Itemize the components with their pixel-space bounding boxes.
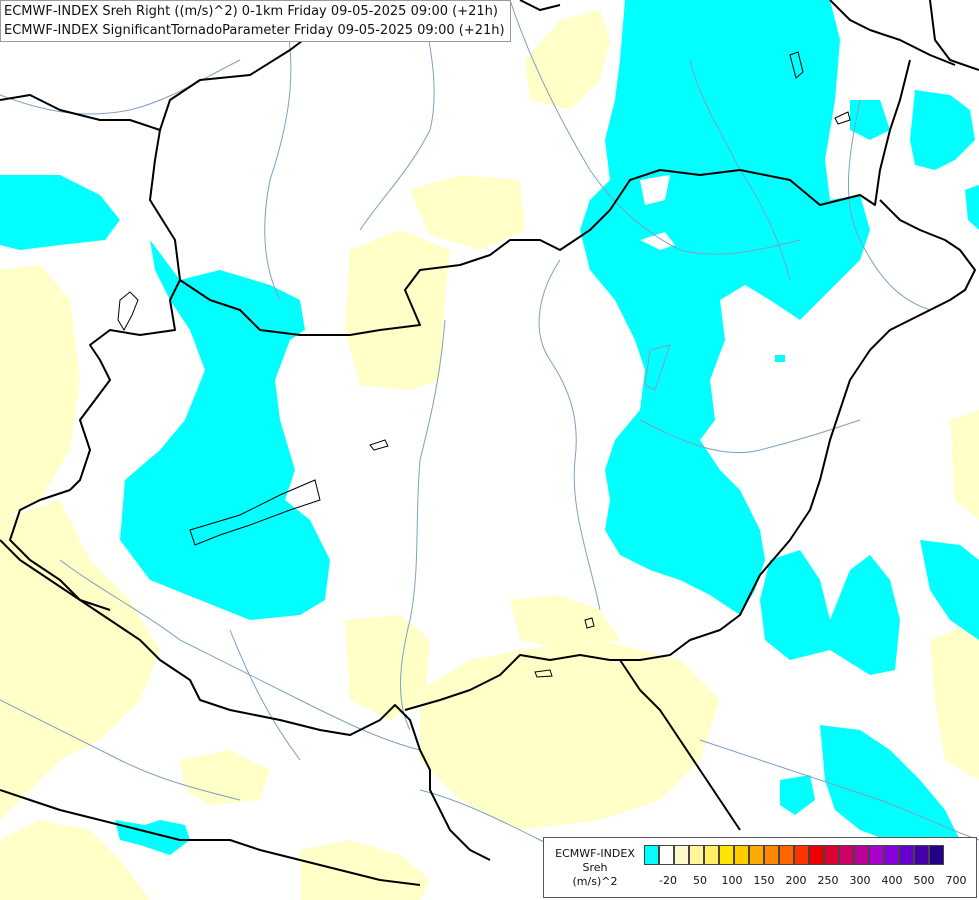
legend-title-line-1: ECMWF-INDEX bbox=[555, 847, 635, 860]
legend-tick-label: 400 bbox=[881, 874, 903, 887]
legend-tick-label: 50 bbox=[693, 874, 707, 887]
legend-tick-label: 300 bbox=[849, 874, 871, 887]
color-legend: ECMWF-INDEX Sreh (m/s)^2 -20 50 100 150 200 2… bbox=[543, 837, 977, 898]
legend-swatch bbox=[659, 845, 674, 865]
legend-swatch bbox=[809, 845, 824, 865]
legend-tick-label: 200 bbox=[785, 874, 807, 887]
legend-swatch bbox=[749, 845, 764, 865]
legend-swatch bbox=[794, 845, 809, 865]
legend-swatch bbox=[689, 845, 704, 865]
legend-swatch bbox=[764, 845, 779, 865]
lakes bbox=[117, 51, 851, 678]
low-sreh-areas bbox=[0, 10, 979, 900]
cyan-holes bbox=[640, 175, 675, 250]
legend-swatch bbox=[884, 845, 899, 865]
legend-ticks: -20 50 100 150 200 250 300 400 500 700 bbox=[644, 874, 974, 888]
legend-tick-label: 150 bbox=[753, 874, 775, 887]
legend-swatch bbox=[914, 845, 929, 865]
legend-swatch bbox=[899, 845, 914, 865]
legend-swatch bbox=[674, 845, 689, 865]
legend-tick-label: 250 bbox=[817, 874, 839, 887]
legend-swatch bbox=[734, 845, 749, 865]
map-title-line-2: ECMWF-INDEX SignificantTornadoParameter … bbox=[4, 23, 505, 38]
legend-unit: (m/s)^2 bbox=[572, 875, 618, 888]
legend-swatch bbox=[704, 845, 719, 865]
legend-swatch bbox=[929, 845, 944, 865]
legend-title-line-2: Sreh bbox=[582, 861, 608, 874]
legend-swatch bbox=[854, 845, 869, 865]
legend-tick-label: 500 bbox=[913, 874, 935, 887]
legend-tick-label: 700 bbox=[945, 874, 967, 887]
legend-swatch bbox=[839, 845, 854, 865]
legend-swatch bbox=[644, 845, 659, 865]
legend-tick-label: -20 bbox=[659, 874, 677, 887]
negative-sreh-areas bbox=[0, 0, 979, 855]
legend-swatch bbox=[719, 845, 734, 865]
legend-swatch bbox=[779, 845, 794, 865]
title-box: ECMWF-INDEX Sreh Right ((m/s)^2) 0-1km F… bbox=[0, 0, 511, 42]
legend-swatch bbox=[869, 845, 884, 865]
legend-tick-label: 100 bbox=[721, 874, 743, 887]
rivers bbox=[0, 0, 979, 881]
legend-swatches bbox=[644, 845, 944, 867]
map-title-line-1: ECMWF-INDEX Sreh Right ((m/s)^2) 0-1km F… bbox=[4, 4, 498, 19]
legend-swatch bbox=[824, 845, 839, 865]
